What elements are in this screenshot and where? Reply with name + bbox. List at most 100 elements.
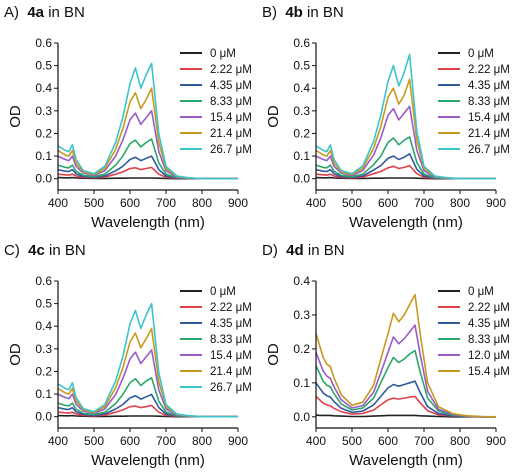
legend-label: 0 μM <box>468 286 494 298</box>
legend-label: 8.33 μM <box>468 334 510 346</box>
y-tick-label: 0.1 <box>293 149 310 163</box>
legend-label: 15.4 μM <box>468 112 510 124</box>
y-tick-label: 0.5 <box>35 297 52 311</box>
series-line <box>315 324 496 418</box>
x-tick-label: 400 <box>48 434 68 448</box>
x-tick-label: 800 <box>192 196 212 210</box>
legend-label: 26.7 μM <box>210 382 252 394</box>
panel-title: C) 4c in BN <box>4 242 86 259</box>
series-line <box>315 380 496 418</box>
x-tick-label: 700 <box>156 434 176 448</box>
x-tick-label: 900 <box>228 434 248 448</box>
x-tick-label: 500 <box>84 434 104 448</box>
y-tick-label: 0.1 <box>293 376 310 390</box>
x-tick-label: 700 <box>156 196 176 210</box>
compound-name: 4b <box>285 4 303 21</box>
legend-label: 2.22 μM <box>468 64 510 76</box>
chart-panel-d: D) 4d in BN 400 500 600 700 800 900 0.0 0.1 0.2 0… <box>258 238 515 475</box>
legend-label: 8.33 μM <box>468 96 510 108</box>
x-tick-label: 500 <box>342 434 362 448</box>
y-tick-label: 0.3 <box>35 342 52 356</box>
y-axis-label: OD <box>265 105 282 128</box>
series-line <box>315 395 496 418</box>
legend-label: 15.4 μM <box>210 112 252 124</box>
panel-letter: D) <box>262 242 278 259</box>
compound-name: 4c <box>28 242 45 259</box>
solvent-label: in BN <box>307 242 345 259</box>
legend-label: 21.4 μM <box>210 128 252 140</box>
x-tick-label: 900 <box>228 196 248 210</box>
series-line <box>315 349 496 418</box>
x-axis-label: Wavelength (nm) <box>349 214 463 231</box>
x-tick-label: 900 <box>486 196 506 210</box>
x-tick-label: 600 <box>378 196 398 210</box>
legend-label: 26.7 μM <box>468 144 510 156</box>
x-axis-label: Wavelength (nm) <box>91 452 205 469</box>
y-tick-label: 0.3 <box>293 308 310 322</box>
y-axis-label: OD <box>7 105 24 128</box>
legend-label: 2.22 μM <box>210 302 252 314</box>
y-tick-label: 0.2 <box>293 126 310 140</box>
panel-letter: A) <box>4 4 19 21</box>
series-line <box>315 53 496 180</box>
legend-label: 8.33 μM <box>210 334 252 346</box>
chart-panel-b: B) 4b in BN 400 500 600 700 800 900 0.0 0.1 0.2 0… <box>258 0 515 237</box>
x-tick-label: 600 <box>378 434 398 448</box>
x-tick-label: 600 <box>120 434 140 448</box>
legend-label: 21.4 μM <box>210 366 252 378</box>
x-tick-label: 800 <box>450 196 470 210</box>
chart-svg: 400 500 600 700 800 900 0.0 0.1 0.2 0.3 0.4 0.5 0.6 W… <box>7 274 252 469</box>
legend-label: 21.4 μM <box>468 128 510 140</box>
chart-panel-a: A) 4a in BN 400 500 600 700 800 900 0.0 0.1 0.2 0… <box>0 0 257 237</box>
compound-name: 4d <box>286 242 304 259</box>
y-tick-label: 0.6 <box>293 36 310 50</box>
solvent-label: in BN <box>49 242 86 259</box>
x-tick-label: 700 <box>414 434 434 448</box>
y-tick-label: 0.0 <box>35 410 52 424</box>
y-tick-label: 0.0 <box>293 172 310 186</box>
x-tick-label: 900 <box>486 434 506 448</box>
legend-label: 26.7 μM <box>210 144 252 156</box>
legend-label: 4.35 μM <box>468 80 510 92</box>
y-tick-label: 0.1 <box>35 387 52 401</box>
x-tick-label: 800 <box>192 434 212 448</box>
x-tick-label: 400 <box>306 196 326 210</box>
legend-label: 0 μM <box>468 48 494 60</box>
x-tick-label: 400 <box>48 196 68 210</box>
series-line <box>57 62 238 180</box>
panel-title: A) 4a in BN <box>4 4 85 21</box>
x-axis-label: Wavelength (nm) <box>349 452 463 469</box>
y-tick-label: 0.4 <box>293 81 310 95</box>
chart-svg: 400 500 600 700 800 900 0.0 0.1 0.2 0.3 0.4 0.5 0.6 W… <box>7 36 252 231</box>
legend-label: 4.35 μM <box>210 318 252 330</box>
x-tick-label: 800 <box>450 434 470 448</box>
x-tick-label: 600 <box>120 196 140 210</box>
series-line <box>315 414 496 418</box>
compound-name: 4a <box>27 4 45 21</box>
y-tick-label: 0.2 <box>35 364 52 378</box>
panel-letter: B) <box>262 4 277 21</box>
y-tick-label: 0.4 <box>35 319 52 333</box>
solvent-label: in BN <box>48 4 85 21</box>
y-axis-label: OD <box>7 343 24 366</box>
y-tick-label: 0.6 <box>35 36 52 50</box>
chart-svg: 400 500 600 700 800 900 0.0 0.1 0.2 0.3 0.4 0.5 0.6 W… <box>265 36 510 231</box>
panel-title: D) 4d in BN <box>262 242 345 259</box>
legend-label: 0 μM <box>210 286 236 298</box>
panel-letter: C) <box>4 242 20 259</box>
y-tick-label: 0.5 <box>35 59 52 73</box>
legend-label: 2.22 μM <box>468 302 510 314</box>
solvent-label: in BN <box>307 4 344 21</box>
legend-label: 2.22 μM <box>210 64 252 76</box>
legend-label: 0 μM <box>210 48 236 60</box>
y-tick-label: 0.5 <box>293 59 310 73</box>
series-line <box>315 293 497 418</box>
legend-label: 15.4 μM <box>210 350 252 362</box>
y-tick-label: 0.2 <box>293 342 310 356</box>
x-tick-label: 700 <box>414 196 434 210</box>
x-tick-label: 500 <box>342 196 362 210</box>
y-axis-label: OD <box>265 343 282 366</box>
legend-label: 4.35 μM <box>210 80 252 92</box>
y-tick-label: 0.1 <box>35 149 52 163</box>
legend-label: 15.4 μM <box>468 366 510 378</box>
